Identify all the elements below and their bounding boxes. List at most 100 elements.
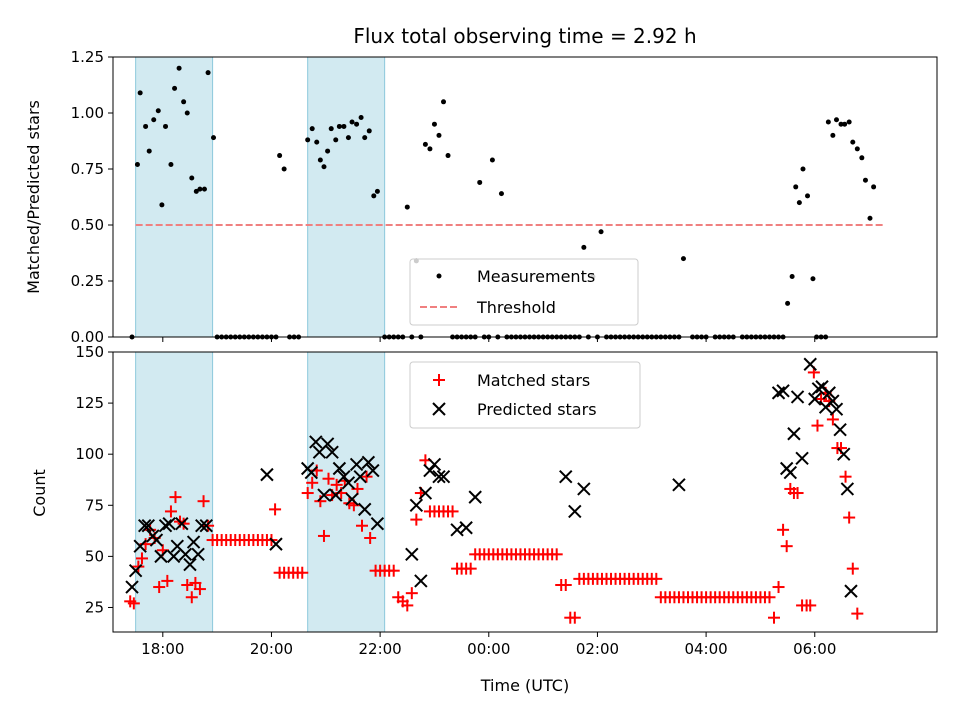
- predicted-stars-point: [405, 547, 419, 562]
- legend-label-threshold: Threshold: [476, 298, 556, 317]
- measurement-point: [317, 157, 323, 163]
- matched-stars-point: [791, 487, 804, 500]
- matched-stars-point: [356, 519, 369, 532]
- predicted-stars-point: [468, 490, 482, 504]
- predicted-stars-point: [833, 422, 847, 437]
- matched-stars-point: [804, 599, 817, 612]
- predicted-stars-point: [332, 461, 347, 476]
- predicted-stars-point: [370, 516, 385, 531]
- x-tick-label: 22:00: [359, 640, 402, 658]
- measurement-point: [305, 137, 311, 143]
- measurement-point: [800, 166, 806, 172]
- legend-label-predicted: Predicted stars: [477, 400, 597, 419]
- measurement-point: [859, 155, 865, 161]
- measurement-point: [325, 148, 331, 154]
- measurement-point: [445, 153, 451, 159]
- predicted-stars-point: [353, 469, 367, 484]
- predicted-stars-point: [154, 549, 168, 564]
- y-tick-label: 75: [85, 496, 104, 514]
- measurement-point: [498, 191, 504, 197]
- measurement-point: [581, 244, 587, 250]
- x-tick-label: 00:00: [467, 640, 510, 658]
- shaded-interval-0: [135, 56, 214, 338]
- measurement-point: [309, 126, 315, 132]
- predicted-stars-point: [195, 519, 209, 533]
- measurement-point: [825, 119, 831, 125]
- predicted-stars-point: [436, 469, 451, 484]
- predicted-stars-point: [568, 504, 582, 519]
- predicted-stars-point: [166, 549, 181, 564]
- measurement-point: [176, 65, 182, 71]
- predicted-stars-point: [409, 498, 424, 512]
- matched-stars-point: [446, 505, 459, 518]
- legend-label-matched: Matched stars: [477, 371, 590, 390]
- top-y-axis-label: Matched/Predicted stars: [24, 100, 43, 294]
- measurement-point: [796, 200, 802, 206]
- matched-stars-point: [322, 472, 335, 485]
- bottom-y-axis-label: Count: [30, 469, 49, 517]
- predicted-stars-point: [141, 519, 156, 533]
- predicted-stars-point: [672, 478, 686, 492]
- y-tick-label: 100: [75, 445, 104, 463]
- matched-stars-point: [559, 578, 572, 591]
- measurement-point: [358, 114, 364, 120]
- predicted-stars-point: [361, 455, 376, 470]
- matched-stars-point: [851, 607, 864, 620]
- measurement-point: [197, 186, 203, 192]
- predicted-stars-point: [418, 486, 433, 500]
- measurement-point: [314, 139, 320, 145]
- measurement-point: [137, 90, 143, 96]
- matched-stars-point: [826, 413, 839, 426]
- matched-stars-point: [161, 574, 174, 587]
- measurement-point: [477, 179, 483, 185]
- measurement-point: [680, 256, 686, 262]
- top-x-axis: [162, 337, 816, 342]
- matched-stars-point: [846, 562, 859, 575]
- measurement-point: [277, 153, 283, 159]
- matched-stars-point: [568, 611, 581, 624]
- matched-stars-point: [768, 611, 781, 624]
- predicted-stars-point: [304, 465, 319, 480]
- predicted-stars-point: [186, 535, 201, 549]
- predicted-stars-point: [125, 580, 139, 594]
- predicted-stars-point: [795, 451, 809, 465]
- matched-stars-point: [296, 566, 309, 579]
- matched-stars-point: [181, 578, 194, 591]
- predicted-stars-point: [320, 437, 335, 451]
- predicted-stars-point: [776, 384, 790, 398]
- predicted-stars-point: [325, 445, 339, 459]
- matched-stars-point: [164, 505, 177, 518]
- matched-stars-point: [317, 529, 330, 542]
- measurement-point: [850, 139, 856, 145]
- matched-stars-point: [550, 548, 563, 561]
- predicted-stars-point: [183, 557, 197, 572]
- matched-stars-point: [360, 470, 373, 483]
- predicted-stars-point: [341, 476, 356, 490]
- y-tick-label: 0.25: [71, 272, 104, 290]
- matched-stars-point: [135, 552, 148, 565]
- matched-stars-point: [763, 591, 776, 604]
- measurement-point: [422, 141, 428, 147]
- matched-stars-point: [269, 503, 282, 516]
- predicted-stars-point: [459, 521, 473, 535]
- matched-stars-point: [811, 419, 824, 432]
- measurement-point: [842, 121, 848, 127]
- measurement-point: [336, 123, 342, 129]
- bottom-y-axis: 25 50 75 100 125 150: [75, 343, 113, 616]
- y-tick-label: 125: [75, 394, 104, 412]
- predicted-stars-point: [822, 386, 836, 400]
- measurement-point: [349, 119, 355, 125]
- measurement-point: [172, 85, 178, 91]
- predicted-stars-point: [808, 392, 822, 406]
- matched-stars-point: [127, 597, 140, 610]
- measurement-point: [134, 162, 140, 168]
- predicted-stars-point: [349, 457, 364, 472]
- measurement-point: [371, 193, 377, 199]
- matched-stars-point: [301, 487, 314, 500]
- predicted-stars-point: [199, 519, 213, 533]
- predicted-stars-point: [790, 390, 805, 404]
- predicted-stars-point: [432, 469, 446, 484]
- bottom-x-axis: 18:00 20:00 22:00 00:00 02:00 04:00 06:00: [141, 632, 836, 658]
- measurement-point: [146, 148, 152, 154]
- measurement-point: [374, 188, 380, 194]
